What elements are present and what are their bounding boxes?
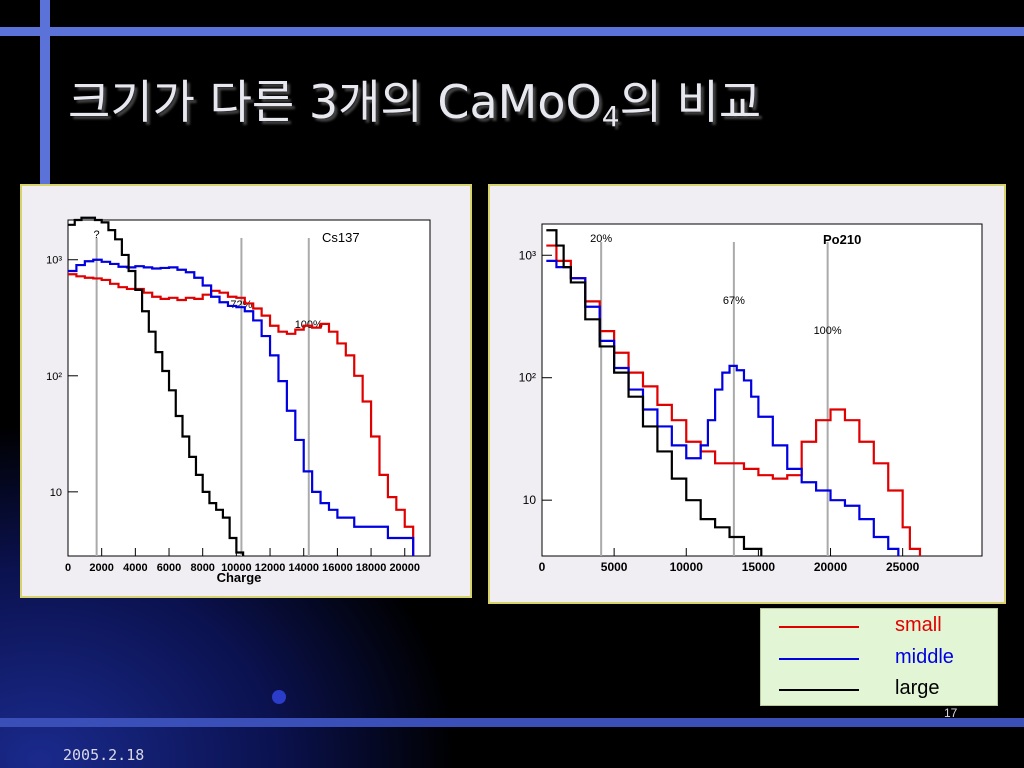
plot-frame — [67, 219, 431, 557]
series-line-large — [546, 229, 763, 556]
x-tick-label: 20000 — [814, 560, 848, 574]
y-tick-label: 10³ — [519, 248, 536, 262]
x-tick-label: 18000 — [356, 562, 387, 574]
x-tick-label: 2000 — [89, 562, 113, 574]
x-tick-label: 6000 — [157, 562, 181, 574]
y-tick-label: 10 — [50, 487, 62, 499]
series-line-small — [68, 273, 415, 556]
slide-date: 2005.2.18 — [63, 746, 145, 764]
x-tick-label: 20000 — [389, 562, 420, 574]
y-tick-label: 10² — [519, 371, 536, 385]
chart-title: Po210 — [823, 232, 861, 247]
marker-label: 67% — [723, 295, 745, 307]
legend-row-middle: middle — [761, 643, 997, 673]
marker-label: ? — [94, 229, 100, 241]
legend-line-small — [779, 626, 859, 628]
y-tick-label: 10³ — [46, 255, 62, 267]
decorative-orb — [272, 690, 286, 704]
x-axis-label: Charge — [217, 570, 262, 585]
legend-line-middle — [779, 658, 859, 660]
x-tick-label: 0 — [65, 562, 71, 574]
page-number: 17 — [944, 706, 958, 720]
chart-panel-cs137: ? 72% 100% 10 10² 10³ 0 2000 4000 6000 8000 10000 12… — [20, 184, 472, 598]
x-tick-label: 4000 — [123, 562, 147, 574]
chart-po210: 20% 67% 100% 10 10² 10³ 0 5000 10000 15000 20000 25… — [519, 223, 983, 574]
legend-row-small: small — [761, 611, 997, 641]
x-tick-label: 14000 — [288, 562, 319, 574]
x-tick-label: 12000 — [255, 562, 286, 574]
slide-title: 크기가 다른 3개의 CaMoO4의 비교 — [68, 66, 761, 136]
title-prefix: 크기가 다른 3개의 CaMoO — [68, 75, 602, 129]
chart-panel-po210: 20% 67% 100% 10 10² 10³ 0 5000 10000 15000 20000 25… — [488, 184, 1006, 604]
legend-line-large — [779, 689, 859, 691]
legend-label-large: large — [895, 677, 940, 699]
legend-label-small: small — [895, 614, 942, 636]
title-suffix: 의 비교 — [619, 75, 762, 129]
x-tick-label: 10000 — [221, 562, 252, 574]
marker-label: 100% — [814, 325, 842, 337]
series-line-large — [68, 216, 245, 556]
legend-row-large: large — [761, 674, 997, 704]
x-tick-label: 5000 — [601, 560, 628, 574]
legend-label-middle: middle — [895, 646, 954, 668]
chart-title: Cs137 — [322, 230, 360, 245]
x-tick-label: 16000 — [322, 562, 353, 574]
legend-box: small middle large — [760, 608, 998, 706]
series-line-small — [546, 244, 922, 556]
y-tick-label: 10 — [523, 493, 537, 507]
top-accent-bar — [0, 27, 1024, 36]
title-subscript: 4 — [601, 100, 620, 133]
x-tick-label: 0 — [539, 560, 546, 574]
marker-label: 20% — [590, 233, 612, 245]
x-tick-label: 15000 — [742, 560, 776, 574]
x-tick-label: 10000 — [670, 560, 704, 574]
x-tick-label: 25000 — [886, 560, 920, 574]
bottom-accent-bar — [0, 718, 1024, 727]
plot-frame — [541, 223, 983, 557]
series-line-middle — [68, 258, 415, 556]
x-tick-label: 8000 — [190, 562, 214, 574]
left-accent-bar — [40, 0, 50, 186]
y-tick-label: 10² — [46, 371, 62, 383]
